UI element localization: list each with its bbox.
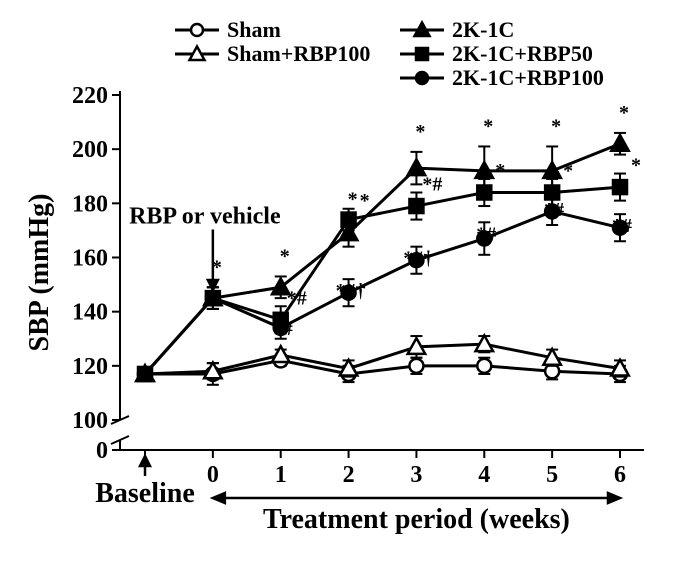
series-group	[136, 133, 629, 385]
axes	[111, 91, 644, 503]
x-tick-label: 5	[546, 462, 558, 488]
sig-annotation: *#	[612, 215, 632, 237]
y-tick-label: 140	[72, 300, 108, 326]
legend-label: Sham	[227, 17, 281, 42]
sig-annotation: *#†	[336, 280, 366, 302]
sig-annotation: *	[619, 102, 629, 124]
legend-label: 2K-1C	[452, 17, 514, 42]
sbp-line-chart: 0 100 120 140 160 180 200 220 SBP (mmHg) 0 1 2 3 4 5 6 B…	[0, 0, 688, 565]
x-tick-label: 2	[343, 462, 355, 488]
legend-label: 2K-1C+RBP100	[452, 65, 604, 90]
legend-item-sham	[175, 24, 219, 36]
y-tick-label: 200	[72, 137, 108, 163]
series-k2c	[136, 133, 629, 381]
y-tick-label: 100	[72, 408, 108, 434]
sig-annotation: *	[360, 190, 370, 212]
y-axis-title: SBP (mmHg)	[24, 194, 55, 352]
y-tick-label: 180	[72, 191, 108, 217]
x-tick-label: 4	[478, 462, 490, 488]
x-tick-label: 6	[614, 462, 626, 488]
x-tick-label: 0	[207, 462, 219, 488]
sig-annotation: *	[631, 155, 641, 177]
sig-annotation: *	[280, 245, 290, 267]
legend-item-k2c_rbp100	[400, 72, 444, 84]
sig-annotation: *	[415, 121, 425, 143]
legend-item-k2c	[400, 23, 444, 37]
sig-annotation: *	[563, 160, 573, 182]
sig-annotation: *	[348, 189, 358, 211]
sig-annotation: *#	[273, 318, 293, 340]
sig-annotation: *	[483, 115, 493, 137]
sig-annotation: *#	[422, 174, 442, 196]
sig-annotation: *	[551, 115, 561, 137]
legend-label: 2K-1C+RBP50	[452, 41, 593, 66]
x-baseline-label: Baseline	[95, 478, 195, 509]
legend-item-sham_rbp100	[175, 47, 219, 61]
x-tick-label: 1	[275, 462, 287, 488]
y-tick-label: 220	[72, 83, 108, 109]
sig-annotation: *#	[544, 199, 564, 221]
legend-label: Sham+RBP100	[227, 41, 370, 66]
sig-annotation: *#†	[403, 248, 433, 270]
sig-annotation: *#	[287, 287, 307, 309]
callout-text: RBP or vehicle	[129, 204, 281, 230]
x-treatment-label: Treatment period (weeks)	[263, 504, 570, 535]
legend-item-k2c_rbp50	[400, 48, 444, 60]
sig-annotation: *#	[476, 223, 496, 245]
sig-annotation: *	[495, 160, 505, 182]
y-tick-label: 120	[72, 354, 108, 380]
x-tick-label: 3	[410, 462, 422, 488]
y-tick-label: 160	[72, 246, 108, 272]
y-tick-label: 0	[96, 438, 108, 464]
